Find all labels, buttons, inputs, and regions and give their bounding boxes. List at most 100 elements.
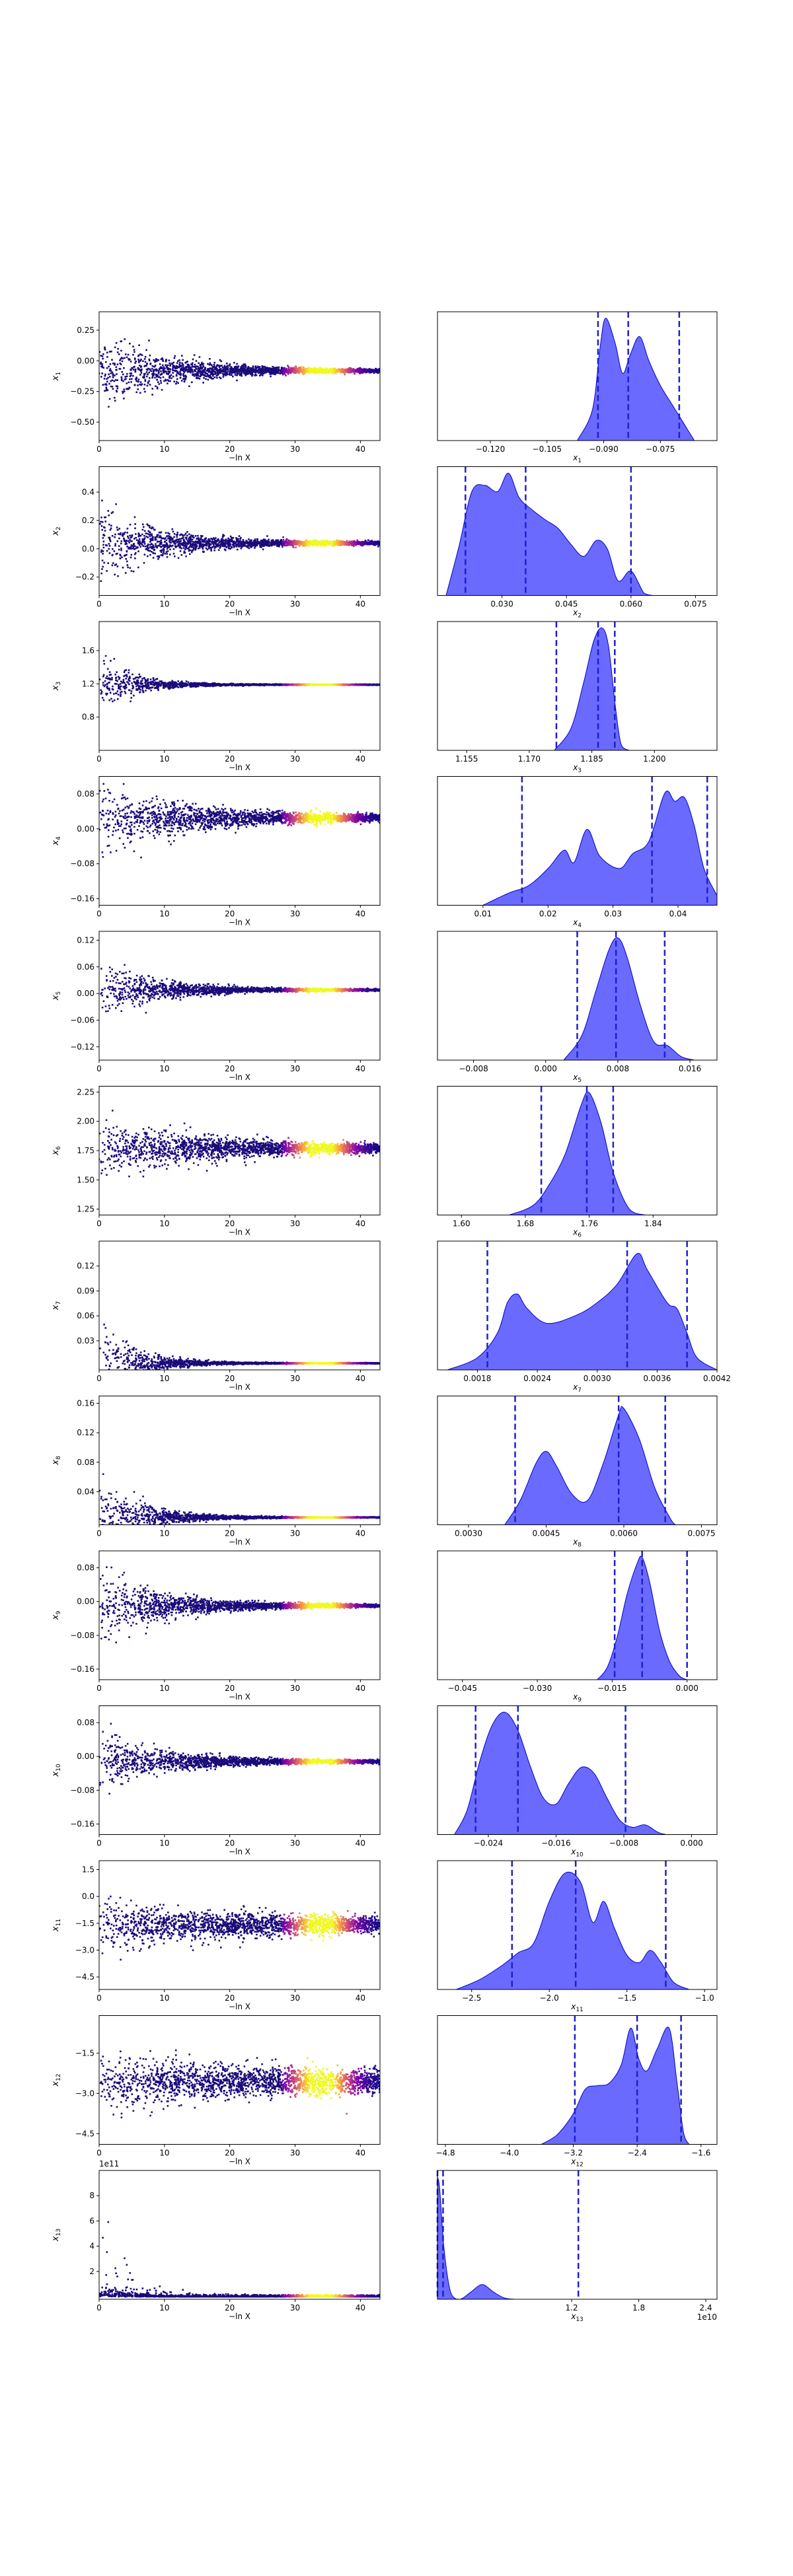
scatter-point (182, 366, 184, 368)
scatter-point (156, 376, 158, 378)
scatter-point (159, 536, 162, 538)
scatter-point (143, 540, 145, 542)
scatter-point (364, 540, 367, 542)
scatter-point (186, 531, 188, 533)
scatter-point (184, 542, 186, 544)
scatter-point (156, 536, 158, 538)
scatter-point (304, 368, 306, 371)
scatter-point (149, 531, 151, 534)
scatter-point (352, 369, 355, 371)
scatter-point (203, 376, 205, 379)
scatter-point (100, 520, 102, 523)
scatter-point (172, 372, 174, 374)
y-tick-label: −0.25 (70, 387, 94, 396)
scatter-point (293, 543, 296, 546)
scatter-point (268, 371, 270, 373)
scatter-point (346, 540, 348, 542)
scatter-point (338, 543, 341, 546)
scatter-point (169, 362, 170, 365)
scatter-point (160, 370, 162, 373)
scatter-point (137, 368, 139, 371)
scatter-point (226, 373, 228, 376)
scatter-point (281, 372, 283, 374)
scatter-point (217, 549, 220, 551)
scatter-point (231, 538, 233, 540)
scatter-point (241, 543, 244, 545)
scatter-point (176, 546, 178, 548)
scatter-point (306, 371, 308, 373)
scatter-point (182, 371, 185, 373)
scatter-point (194, 369, 196, 372)
scatter-point (172, 375, 174, 378)
scatter-point (197, 370, 200, 372)
scatter-point (176, 367, 178, 369)
scatter-point (99, 351, 101, 353)
scatter-point (229, 540, 231, 543)
scatter-point (122, 532, 124, 534)
scatter-point (262, 375, 264, 376)
scatter-point (146, 545, 148, 547)
scatter-point (301, 369, 303, 371)
scatter-point (156, 534, 159, 536)
scatter-point (126, 532, 128, 534)
scatter-point (181, 362, 183, 365)
scatter-point (227, 369, 229, 371)
scatter-point (104, 520, 106, 522)
scatter-point (231, 540, 233, 542)
scatter-point (120, 357, 123, 359)
scatter-point (321, 371, 322, 374)
scatter-point (164, 553, 166, 555)
scatter-point (223, 365, 226, 367)
scatter-point (251, 375, 253, 377)
scatter-point (353, 542, 355, 544)
scatter-point (147, 536, 149, 538)
scatter-point (174, 543, 176, 545)
scatter-point (205, 378, 207, 380)
scatter-point (344, 373, 346, 376)
scatter-point (146, 546, 149, 548)
scatter-point (335, 542, 338, 545)
scatter-point (163, 372, 165, 374)
scatter-point (359, 542, 361, 544)
scatter-point (236, 369, 239, 372)
scatter-point (185, 367, 188, 369)
scatter-point (248, 538, 250, 540)
density-x-axis-label: x1 (572, 453, 582, 464)
scatter-point (115, 342, 118, 344)
scatter-point (110, 698, 112, 700)
scatter-point (124, 357, 126, 359)
scatter-point (318, 542, 321, 544)
scatter-point (365, 368, 368, 371)
scatter-point (356, 369, 358, 371)
scatter-point (222, 370, 224, 372)
scatter-point (229, 535, 232, 538)
scatter-point (313, 369, 315, 371)
scatter-point (344, 369, 347, 372)
scatter-point (174, 540, 176, 543)
scatter-point (178, 363, 181, 365)
scatter-point (367, 539, 369, 541)
scatter-point (110, 527, 112, 530)
scatter-point (270, 371, 272, 374)
scatter-point (325, 542, 328, 544)
scatter-point (143, 561, 145, 564)
scatter-point (362, 371, 364, 373)
scatter-point (368, 371, 370, 373)
scatter-point (176, 378, 178, 380)
scatter-point (111, 564, 114, 567)
scatter-point (236, 548, 239, 551)
scatter-point (174, 355, 176, 357)
scatter-point (125, 557, 128, 560)
scatter-point (225, 375, 227, 376)
scatter-point (196, 544, 198, 546)
scatter-point (165, 359, 167, 361)
scatter-point (339, 369, 342, 371)
scatter-point (331, 368, 333, 371)
scatter-point (348, 543, 350, 546)
scatter-point (370, 540, 373, 542)
scatter-point (143, 375, 145, 377)
scatter-point (278, 368, 280, 371)
scatter-point (147, 382, 149, 384)
scatter-point (145, 532, 147, 534)
scatter-point (274, 369, 276, 372)
